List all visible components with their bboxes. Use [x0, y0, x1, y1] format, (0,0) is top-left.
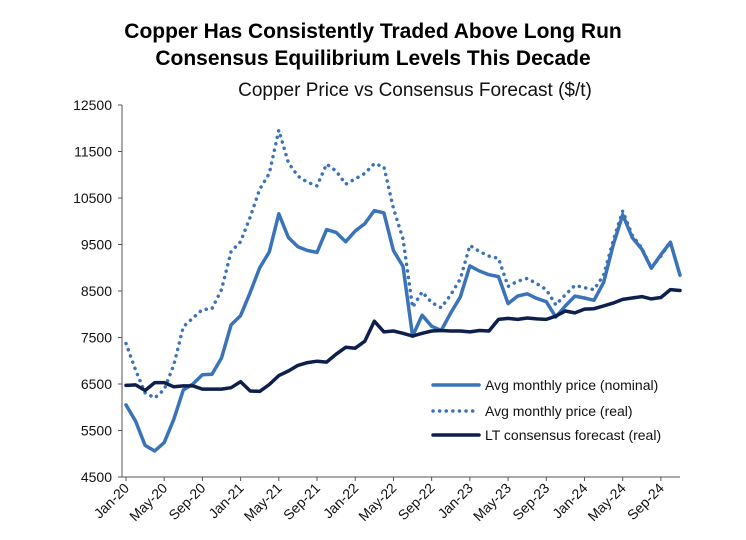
x-tick-label: Sep-24 [624, 480, 667, 523]
chart-legend: Avg monthly price (nominal) Avg monthly p… [431, 377, 661, 443]
legend-label: Avg monthly price (real) [485, 403, 633, 419]
series-line-avg-monthly-price-real [124, 128, 682, 400]
x-tick-label: May-24 [584, 480, 628, 524]
y-tick-label: 5500 [81, 423, 112, 439]
x-tick-label: May-21 [241, 480, 285, 524]
chart-series [124, 128, 682, 453]
x-tick-label: May-23 [470, 480, 514, 524]
y-tick-label: 8500 [81, 283, 112, 299]
y-tick-label: 4500 [81, 469, 112, 485]
y-tick-label: 10500 [73, 190, 112, 206]
series-line-lt-consensus-forecast-real [124, 287, 682, 394]
y-tick-label: 7500 [81, 330, 112, 346]
x-tick-label: Jan-24 [549, 480, 591, 522]
chart-title-line-2: Consensus Equilibrium Levels This Decade [155, 47, 591, 70]
series-line-avg-monthly-price-nominal [124, 208, 682, 453]
x-tick-label: May-20 [126, 480, 170, 524]
x-tick-label: Jan-20 [91, 480, 133, 522]
x-tick-label: May-22 [355, 480, 399, 524]
y-tick-label: 9500 [81, 237, 112, 253]
x-tick-label: Sep-23 [509, 480, 552, 523]
y-tick-label: 11500 [74, 144, 112, 160]
x-tick-label: Jan-22 [320, 480, 362, 522]
x-tick-label: Sep-20 [165, 480, 208, 523]
x-tick-label: Sep-22 [395, 480, 438, 523]
y-tick-label: 6500 [81, 376, 112, 392]
x-tick-label: Jan-23 [434, 480, 476, 522]
y-tick-label: 12500 [73, 97, 112, 113]
legend-label: LT consensus forecast (real) [485, 427, 661, 443]
chart-title-line-1: Copper Has Consistently Traded Above Lon… [124, 20, 622, 43]
chart-title: Copper Has Consistently Traded Above Lon… [0, 18, 746, 72]
legend-label: Avg monthly price (nominal) [485, 377, 658, 393]
x-tick-label: Sep-21 [280, 480, 323, 523]
chart-subtitle: Copper Price vs Consensus Forecast ($/t) [238, 80, 592, 101]
x-tick-label: Jan-21 [205, 480, 247, 522]
